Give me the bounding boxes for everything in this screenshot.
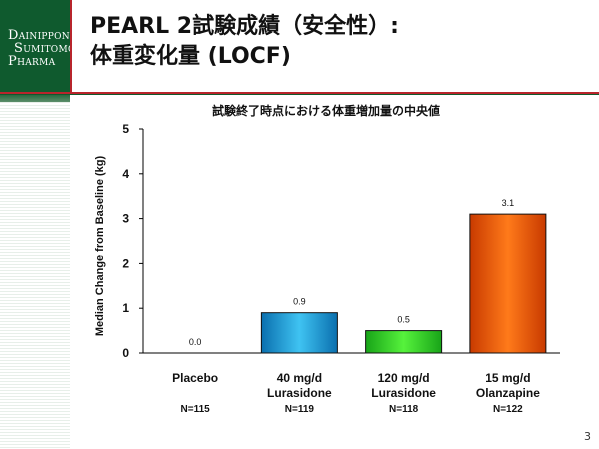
category-label: Placebo (172, 371, 218, 385)
data-label: 0.9 (293, 297, 306, 307)
bars-layer (260, 213, 547, 354)
page-number: 3 (584, 430, 591, 443)
sample-size-label: N=122 (493, 404, 523, 415)
company-logo: DAINIPPON SUMITOMO PHARMA (8, 28, 76, 69)
sample-size-label: N=115 (181, 404, 211, 415)
bar (260, 312, 338, 354)
y-tick-label: 1 (122, 301, 129, 315)
bar (365, 330, 443, 354)
slide-title-line2: 体重変化量 (LOCF) (90, 44, 291, 69)
category-label: Olanzapine (476, 386, 540, 400)
y-tick-label: 2 (122, 256, 129, 270)
header-divider-vertical (70, 0, 72, 92)
data-label: 0.5 (397, 315, 410, 325)
y-tick-label: 3 (122, 212, 129, 226)
category-label: 15 mg/d (485, 371, 530, 385)
slide-title: PEARL 2試験成績（安全性）: 体重変化量 (LOCF) (90, 12, 399, 72)
bar (469, 213, 547, 354)
chart-title: 試験終了時点における体重増加量の中央値 (212, 103, 440, 118)
y-axis-label: Median Change from Baseline (kg) (94, 156, 106, 337)
slide-title-line1: PEARL 2試験成績（安全性）: (90, 14, 399, 39)
y-tick-label: 5 (122, 122, 129, 136)
data-label: 0.0 (189, 337, 202, 347)
brand-pattern (0, 102, 70, 449)
header-divider-green (0, 94, 599, 95)
brand-panel: DAINIPPON SUMITOMO PHARMA (0, 0, 75, 92)
y-tick-label: 0 (122, 346, 129, 360)
sample-size-label: N=118 (389, 404, 419, 415)
data-label: 3.1 (502, 198, 515, 208)
sample-size-label: N=119 (285, 404, 315, 415)
category-label: Lurasidone (267, 386, 332, 400)
category-label: 40 mg/d (277, 371, 322, 385)
category-label: 120 mg/d (378, 371, 430, 385)
category-label: Lurasidone (371, 386, 436, 400)
axis-layer: 0 1 2 3 4 5 (122, 122, 560, 360)
header-divider-red (0, 92, 599, 94)
y-tick-label: 4 (122, 167, 129, 181)
brand-stripe (0, 92, 70, 102)
